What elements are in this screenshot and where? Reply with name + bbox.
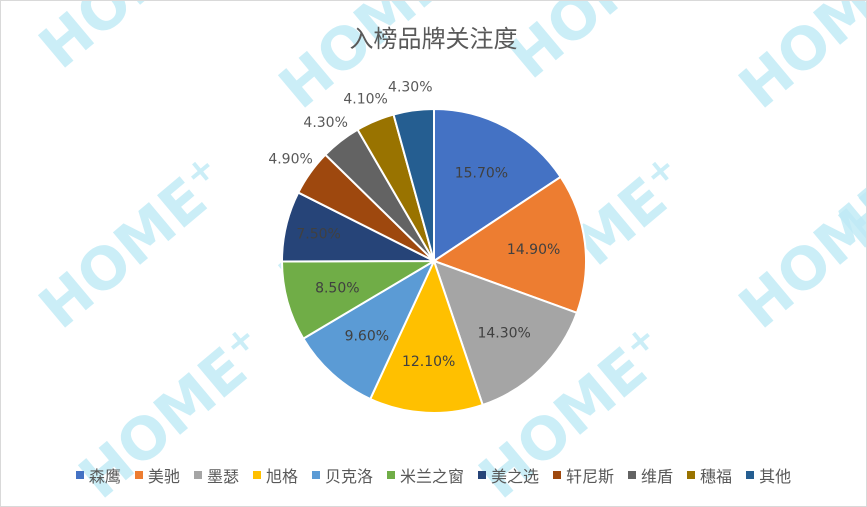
- legend-swatch: [687, 471, 696, 479]
- legend-item: 穗福: [687, 463, 732, 487]
- legend-swatch: [386, 471, 395, 479]
- legend-item: 贝克洛: [311, 463, 373, 487]
- legend-swatch: [553, 471, 562, 479]
- legend-swatch: [478, 471, 486, 479]
- data-label: 4.30%: [388, 79, 432, 95]
- legend-label: 维盾: [641, 467, 674, 486]
- data-label: 8.50%: [315, 281, 359, 297]
- legend-label: 米兰之窗: [399, 467, 464, 486]
- legend-item: 旭格: [252, 463, 298, 487]
- legend-swatch: [746, 471, 755, 479]
- data-label: 12.10%: [402, 354, 455, 370]
- legend-label: 墨瑟: [206, 467, 239, 486]
- data-label: 14.30%: [477, 326, 530, 342]
- pie-slice: [392, 107, 435, 262]
- legend-item: 美驰: [134, 463, 180, 487]
- pie-slice: [301, 258, 437, 401]
- legend-swatch: [193, 471, 202, 479]
- legend-item: 美之选: [478, 463, 539, 487]
- legend-item: 墨瑟: [193, 463, 239, 487]
- data-label: 4.90%: [268, 151, 312, 167]
- pie-slice: [431, 175, 587, 315]
- legend-label: 旭格: [265, 467, 298, 486]
- legend: 森鹰 美驰 墨瑟 旭格 贝克洛 米兰之窗 美之选 轩尼斯 维盾 穗福 其他: [1, 463, 866, 487]
- legend-item: 米兰之窗: [386, 463, 464, 487]
- legend-label: 其他: [759, 467, 792, 486]
- legend-swatch: [75, 471, 84, 479]
- legend-swatch: [134, 471, 143, 479]
- legend-item: 维盾: [628, 463, 673, 487]
- legend-swatch: [252, 471, 261, 479]
- pie-slice: [433, 107, 563, 263]
- pie-slice: [368, 258, 484, 414]
- data-label: 4.30%: [303, 115, 347, 131]
- legend-item: 森鹰: [75, 463, 121, 487]
- legend-label: 轩尼斯: [566, 467, 615, 486]
- chart-title: 入榜品牌关注度: [349, 25, 518, 53]
- legend-label: 森鹰: [88, 467, 121, 486]
- data-label: 7.50%: [296, 227, 340, 243]
- pie-slice: [432, 259, 579, 407]
- data-label: 9.60%: [345, 329, 389, 345]
- data-label: 15.70%: [455, 166, 508, 182]
- legend-item: 其他: [746, 463, 791, 487]
- legend-label: 穗福: [700, 467, 733, 486]
- legend-label: 贝克洛: [324, 467, 373, 486]
- legend-label: 美之选: [491, 467, 540, 486]
- legend-label: 美驰: [147, 467, 180, 486]
- legend-swatch: [311, 471, 320, 479]
- legend-item: 轩尼斯: [553, 463, 614, 487]
- legend-swatch: [628, 471, 637, 479]
- data-label: 14.90%: [507, 242, 560, 258]
- data-label: 4.10%: [343, 91, 387, 107]
